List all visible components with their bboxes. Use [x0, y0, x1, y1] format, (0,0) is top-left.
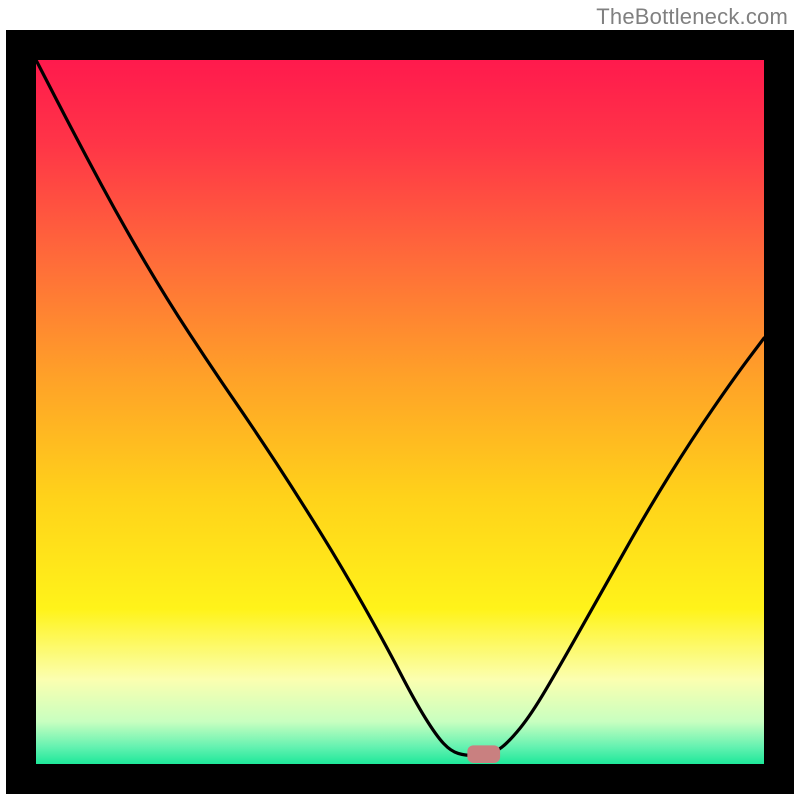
bottleneck-chart [0, 0, 800, 800]
optimal-marker [467, 745, 500, 763]
chart-container: TheBottleneck.com [0, 0, 800, 800]
chart-background [36, 60, 764, 764]
watermark-text: TheBottleneck.com [596, 4, 788, 30]
